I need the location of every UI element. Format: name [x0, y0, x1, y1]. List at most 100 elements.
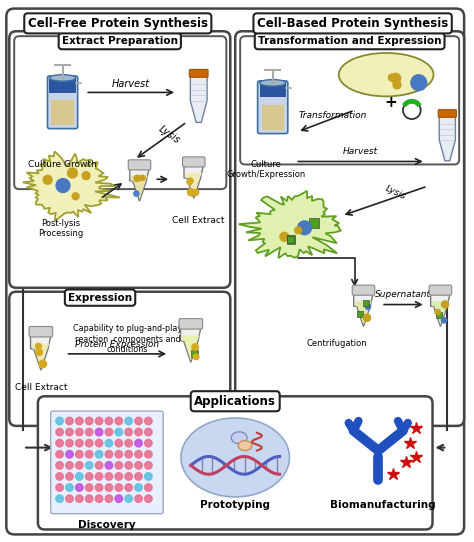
Bar [357, 311, 363, 318]
Circle shape [36, 349, 42, 356]
Circle shape [85, 495, 93, 502]
Circle shape [36, 344, 41, 349]
Text: Supernatant: Supernatant [375, 290, 431, 299]
Circle shape [56, 462, 64, 469]
FancyBboxPatch shape [189, 69, 208, 78]
FancyBboxPatch shape [9, 292, 230, 426]
Circle shape [115, 440, 123, 447]
Circle shape [365, 304, 371, 309]
Text: Post-lysis
Processing: Post-lysis Processing [38, 219, 83, 238]
Circle shape [95, 417, 103, 425]
Circle shape [75, 462, 83, 469]
Circle shape [66, 417, 73, 425]
Circle shape [85, 484, 93, 491]
Circle shape [66, 473, 73, 480]
Polygon shape [32, 344, 50, 369]
Text: Transformation and Expression: Transformation and Expression [258, 36, 441, 46]
FancyBboxPatch shape [29, 326, 53, 337]
Circle shape [95, 484, 103, 491]
Circle shape [75, 473, 83, 480]
Circle shape [135, 484, 142, 491]
Circle shape [115, 495, 123, 502]
Text: Protein Expression: Protein Expression [75, 339, 159, 349]
Ellipse shape [260, 80, 286, 86]
Polygon shape [432, 301, 449, 325]
Circle shape [145, 495, 152, 502]
Polygon shape [355, 301, 372, 325]
FancyBboxPatch shape [179, 319, 202, 329]
Circle shape [145, 440, 152, 447]
Text: Harvest: Harvest [112, 79, 150, 88]
Polygon shape [239, 191, 341, 258]
Polygon shape [23, 151, 120, 221]
Circle shape [56, 495, 64, 502]
Circle shape [135, 450, 142, 458]
Circle shape [85, 428, 93, 436]
Circle shape [388, 74, 395, 81]
Circle shape [105, 417, 113, 425]
Text: Lysis: Lysis [384, 184, 408, 202]
Circle shape [105, 484, 113, 491]
Bar [51, 100, 73, 125]
Circle shape [145, 462, 152, 469]
Circle shape [115, 462, 123, 469]
Bar [287, 236, 294, 243]
FancyBboxPatch shape [38, 396, 433, 530]
Circle shape [66, 440, 73, 447]
Circle shape [188, 189, 195, 196]
Circle shape [39, 360, 46, 367]
Circle shape [66, 495, 73, 502]
Circle shape [188, 178, 193, 183]
Circle shape [85, 473, 93, 480]
Ellipse shape [339, 53, 434, 96]
Circle shape [411, 75, 427, 91]
Circle shape [135, 440, 142, 447]
FancyBboxPatch shape [128, 160, 151, 170]
Circle shape [115, 417, 123, 425]
Bar [286, 235, 295, 244]
Circle shape [295, 227, 301, 234]
Circle shape [56, 428, 64, 436]
Circle shape [75, 495, 83, 502]
Circle shape [125, 484, 132, 491]
Polygon shape [130, 167, 149, 201]
Circle shape [125, 440, 132, 447]
Polygon shape [30, 334, 51, 370]
Ellipse shape [181, 418, 290, 497]
Circle shape [135, 462, 142, 469]
Circle shape [134, 191, 139, 196]
Circle shape [66, 450, 73, 458]
Circle shape [95, 428, 103, 436]
Circle shape [56, 484, 64, 491]
Circle shape [75, 428, 83, 436]
Text: +: + [385, 95, 398, 110]
Circle shape [67, 168, 77, 178]
Circle shape [56, 417, 64, 425]
Polygon shape [185, 173, 202, 197]
Polygon shape [182, 335, 200, 360]
Bar [262, 105, 284, 130]
Circle shape [75, 450, 83, 458]
Bar [260, 83, 286, 98]
Circle shape [115, 484, 123, 491]
Polygon shape [184, 164, 203, 198]
Circle shape [115, 428, 123, 436]
Circle shape [43, 176, 52, 184]
Circle shape [135, 473, 142, 480]
Circle shape [85, 450, 93, 458]
Circle shape [193, 354, 199, 360]
Circle shape [145, 417, 152, 425]
Circle shape [134, 175, 140, 182]
Circle shape [115, 473, 123, 480]
Ellipse shape [238, 441, 252, 450]
Circle shape [66, 462, 73, 469]
Bar [309, 218, 319, 228]
FancyBboxPatch shape [47, 76, 78, 128]
Bar [363, 300, 368, 306]
Circle shape [145, 484, 152, 491]
Bar [49, 78, 76, 93]
Circle shape [85, 462, 93, 469]
FancyBboxPatch shape [182, 157, 205, 167]
Circle shape [75, 440, 83, 447]
Polygon shape [439, 117, 456, 161]
